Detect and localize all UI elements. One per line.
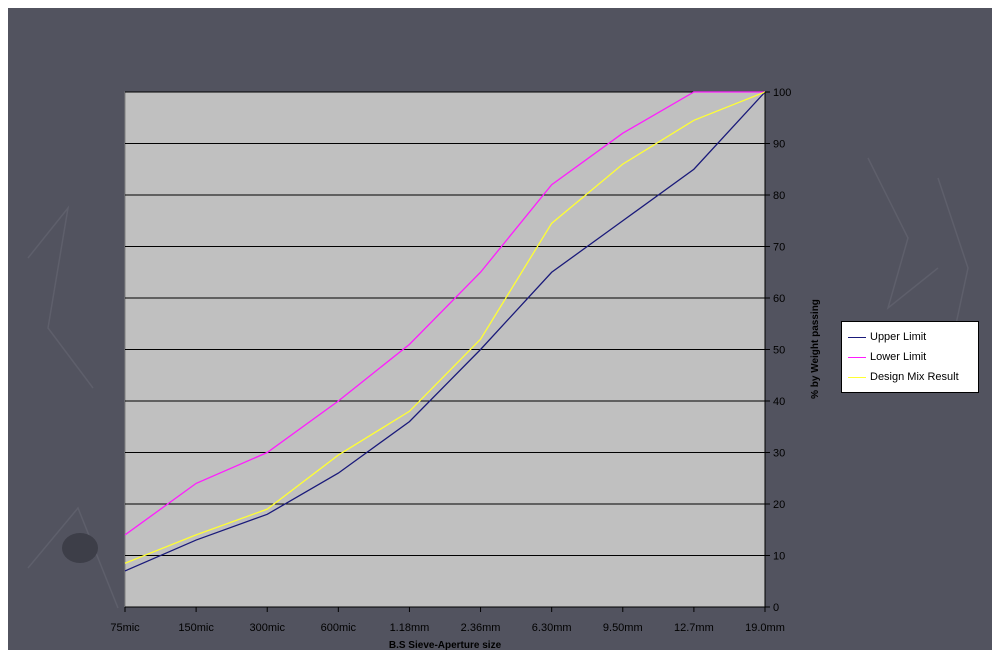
series-line-design-mix-result xyxy=(124,91,766,564)
chart-legend: Upper Limit Lower Limit Design Mix Result xyxy=(841,321,979,393)
x-axis-ticks: 75mic 150mic 300mic 600mic 1.18mm 2.36mm 6.30m… xyxy=(110,607,785,634)
background-decoration xyxy=(27,157,969,609)
legend-label: Design Mix Result xyxy=(870,371,959,383)
x-tick-label: 600mic xyxy=(321,622,357,634)
y-tick-label: 10 xyxy=(773,551,785,563)
y-tick-label: 40 xyxy=(773,396,785,408)
x-tick-label: 75mic xyxy=(110,622,140,634)
x-tick-label: 1.18mm xyxy=(390,622,430,634)
x-tick-label: 6.30mm xyxy=(532,622,572,634)
x-tick-label: 19.0mm xyxy=(745,622,785,634)
series-line-lower-limit xyxy=(124,91,765,536)
y-tick-label: 100 xyxy=(773,87,791,99)
series-lines xyxy=(124,91,766,572)
line-chart: 0 10 20 30 40 50 60 70 80 90 100 75mic 150mic 300mic… xyxy=(27,87,969,650)
legend-swatch xyxy=(848,376,866,378)
y-tick-label: 50 xyxy=(773,345,785,357)
x-tick-label: 300mic xyxy=(249,622,285,634)
slide-background: 0 10 20 30 40 50 60 70 80 90 100 75mic 150mic 300mic… xyxy=(8,8,992,650)
x-tick-label: 12.7mm xyxy=(674,622,714,634)
y-tick-label: 60 xyxy=(773,293,785,305)
legend-label: Lower Limit xyxy=(870,351,927,363)
y-tick-label: 0 xyxy=(773,602,779,614)
x-tick-label: 2.36mm xyxy=(461,622,501,634)
y-axis-title: % by Weight passing xyxy=(810,299,821,399)
legend-item: Upper Limit xyxy=(848,327,978,347)
legend-item: Lower Limit xyxy=(848,347,978,367)
y-axis-ticks: 0 10 20 30 40 50 60 70 80 90 100 xyxy=(765,87,791,614)
x-tick-label: 150mic xyxy=(178,622,214,634)
x-axis-title: B.S Sieve-Aperture size xyxy=(389,640,502,650)
x-tick-label: 9.50mm xyxy=(603,622,643,634)
y-tick-label: 30 xyxy=(773,448,785,460)
y-tick-label: 80 xyxy=(773,190,785,202)
legend-swatch xyxy=(848,336,866,338)
y-tick-label: 70 xyxy=(773,242,785,254)
legend-swatch xyxy=(848,356,866,358)
gridlines xyxy=(125,91,765,556)
legend-item: Design Mix Result xyxy=(848,367,978,387)
legend-label: Upper Limit xyxy=(870,331,927,343)
y-tick-label: 90 xyxy=(773,139,785,151)
series-line-upper-limit xyxy=(124,91,766,572)
y-tick-label: 20 xyxy=(773,499,785,511)
